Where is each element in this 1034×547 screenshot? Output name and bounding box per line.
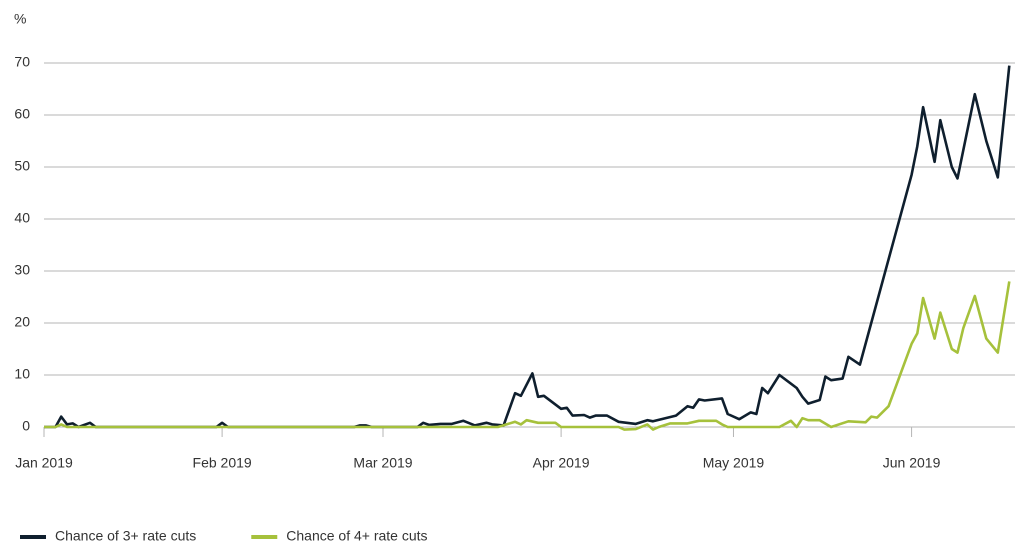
y-tick-label: 30: [14, 262, 30, 278]
y-axis-label: %: [14, 11, 26, 27]
y-tick-label: 50: [14, 158, 30, 174]
y-tick-label: 0: [22, 418, 30, 434]
data-line: [44, 281, 1011, 431]
x-tick-label: Mar 2019: [353, 455, 412, 471]
y-tick-label: 40: [14, 210, 30, 226]
y-tick-label: 10: [14, 366, 30, 382]
x-tick-label: May 2019: [703, 455, 765, 471]
legend-label: Chance of 4+ rate cuts: [286, 528, 427, 544]
y-tick-label: 20: [14, 314, 30, 330]
x-tick-label: Jan 2019: [15, 455, 73, 471]
y-tick-label: 60: [14, 106, 30, 122]
x-tick-label: Jun 2019: [883, 455, 941, 471]
data-line: [44, 65, 1011, 429]
y-tick-label: 70: [14, 54, 30, 70]
x-tick-label: Apr 2019: [533, 455, 590, 471]
legend-label: Chance of 3+ rate cuts: [55, 528, 196, 544]
x-tick-label: Feb 2019: [193, 455, 252, 471]
